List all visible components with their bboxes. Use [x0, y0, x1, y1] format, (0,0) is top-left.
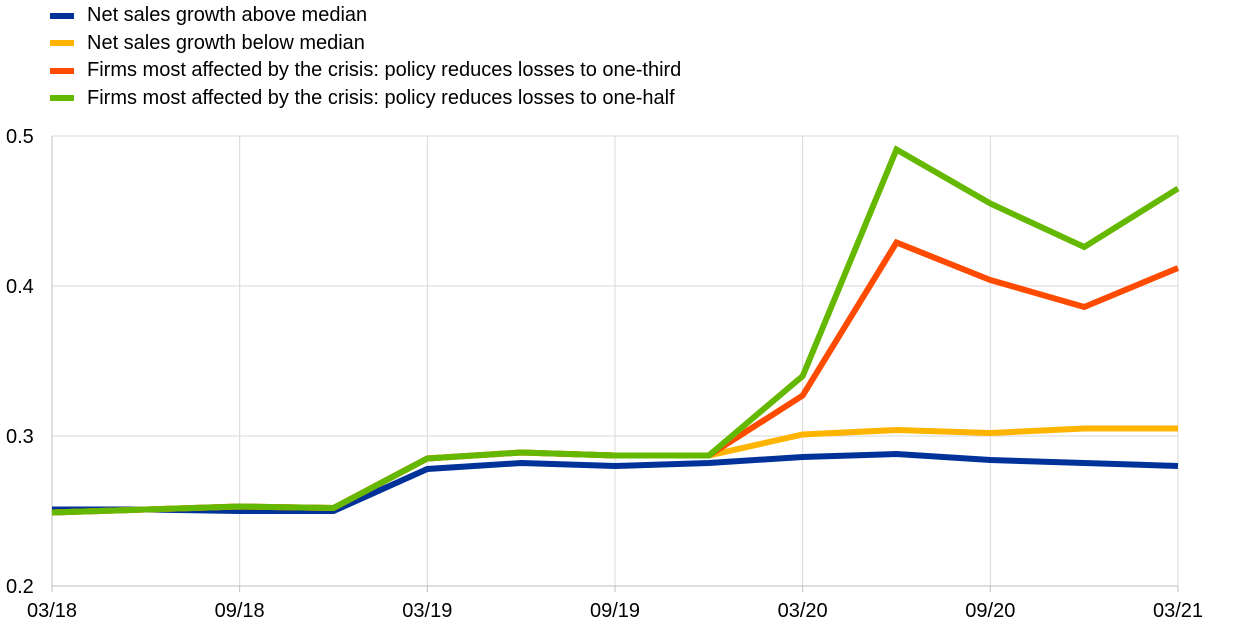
legend-item-series-0: Net sales growth above median — [50, 2, 681, 30]
legend-label-series-3: Firms most affected by the crisis: polic… — [87, 86, 675, 109]
legend-item-series-3: Firms most affected by the crisis: polic… — [50, 85, 681, 113]
legend-swatch-series-2 — [50, 67, 74, 74]
x-tick-label-6: 03/21 — [1153, 600, 1203, 622]
series-line-0 — [52, 450, 1179, 514]
x-tick-label-4: 03/20 — [778, 600, 828, 622]
legend-label-series-0: Net sales growth above median — [87, 4, 368, 27]
legend-swatch-series-3 — [50, 95, 74, 102]
y-tick-labels: 0.2 0.3 0.4 0.5 — [6, 126, 34, 598]
series-lines — [51, 145, 1180, 516]
y-tick-label-1: 0.3 — [6, 426, 34, 448]
x-tick-labels: 03/18 09/18 03/19 09/19 03/20 09/20 03/21 — [27, 600, 1203, 622]
legend-item-series-1: Net sales growth below median — [50, 30, 681, 58]
series-line-3 — [51, 145, 1180, 516]
y-tick-label-2: 0.4 — [6, 276, 34, 298]
x-tick-label-1: 09/18 — [215, 600, 265, 622]
chart-legend: Net sales growth above median Net sales … — [50, 2, 681, 112]
x-tick-label-2: 03/19 — [402, 600, 452, 622]
x-tick-label-0: 03/18 — [27, 600, 77, 622]
x-tick-label-3: 09/19 — [590, 600, 640, 622]
y-tick-label-3: 0.5 — [6, 126, 34, 148]
legend-item-series-2: Firms most affected by the crisis: polic… — [50, 57, 681, 85]
legend-label-series-2: Firms most affected by the crisis: polic… — [87, 59, 682, 82]
legend-label-series-1: Net sales growth below median — [87, 31, 365, 54]
legend-swatch-series-1 — [50, 40, 74, 47]
x-tick-label-5: 09/20 — [965, 600, 1015, 622]
y-tick-label-0: 0.2 — [6, 576, 34, 598]
grid-lines — [51, 135, 1179, 586]
legend-swatch-series-0 — [50, 12, 74, 19]
